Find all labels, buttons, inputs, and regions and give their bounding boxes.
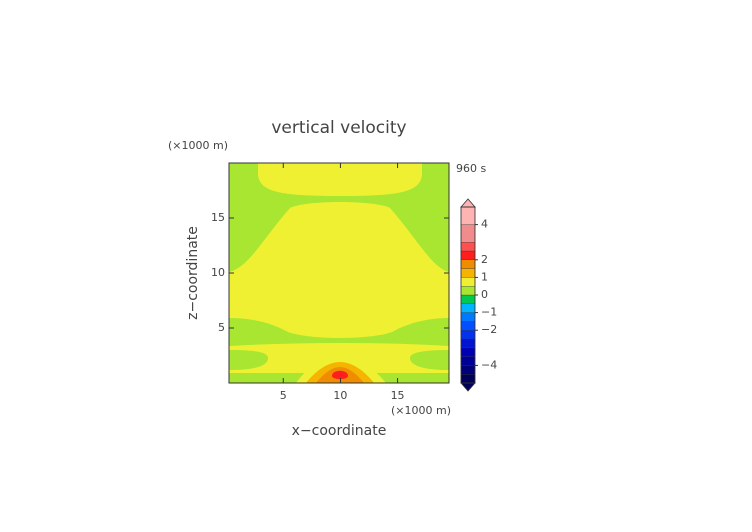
colorbar-extend (460, 382, 476, 392)
colorbar-bin (460, 303, 476, 313)
colorbar-bin (460, 338, 476, 348)
colorbar-bin (460, 277, 476, 287)
colorbar-bin (460, 206, 476, 225)
colorbar-tick-label: 1 (481, 270, 488, 283)
x-tick-label: 5 (280, 389, 287, 402)
chart-title: vertical velocity (271, 118, 406, 138)
x-tick-label: 15 (391, 389, 405, 402)
colorbar-bin (460, 242, 476, 252)
colorbar-bin (460, 321, 476, 331)
y-tick-label: 10 (211, 266, 225, 279)
colorbar-bin (460, 374, 476, 384)
colorbar-tick-label: −2 (481, 323, 497, 336)
contour-field (229, 163, 449, 383)
colorbar-extend (460, 198, 476, 208)
colorbar-bin (460, 330, 476, 340)
contour-region (258, 163, 422, 196)
colorbar-bin (460, 250, 476, 260)
colorbar-tick-label: 2 (481, 253, 488, 266)
colorbar-tick-label: −4 (481, 358, 497, 371)
x-tick-label: 10 (333, 389, 347, 402)
colorbar-bin (460, 286, 476, 296)
colorbar-bin (460, 312, 476, 322)
contour-region (229, 202, 449, 338)
colorbar-tick-label: −1 (481, 306, 497, 319)
y-tick-label: 5 (218, 321, 225, 334)
colorbar-bin (460, 294, 476, 304)
colorbar-bin (460, 259, 476, 269)
colorbar-bin (460, 347, 476, 357)
colorbar-tick-label: 4 (481, 218, 488, 231)
colorbar-tick-label: 0 (481, 288, 488, 301)
y-tick-label: 15 (211, 211, 225, 224)
colorbar-bin (460, 356, 476, 366)
y-axis-label: z−coordinate (185, 226, 201, 320)
y-unit: (×1000 m) (168, 139, 228, 152)
colorbar-bin (460, 365, 476, 375)
colorbar-bin (460, 224, 476, 243)
x-axis-label: x−coordinate (292, 423, 387, 439)
time-label: 960 s (456, 162, 486, 175)
colorbar-bin (460, 268, 476, 278)
contour-region (332, 370, 348, 379)
x-unit: (×1000 m) (391, 404, 451, 417)
